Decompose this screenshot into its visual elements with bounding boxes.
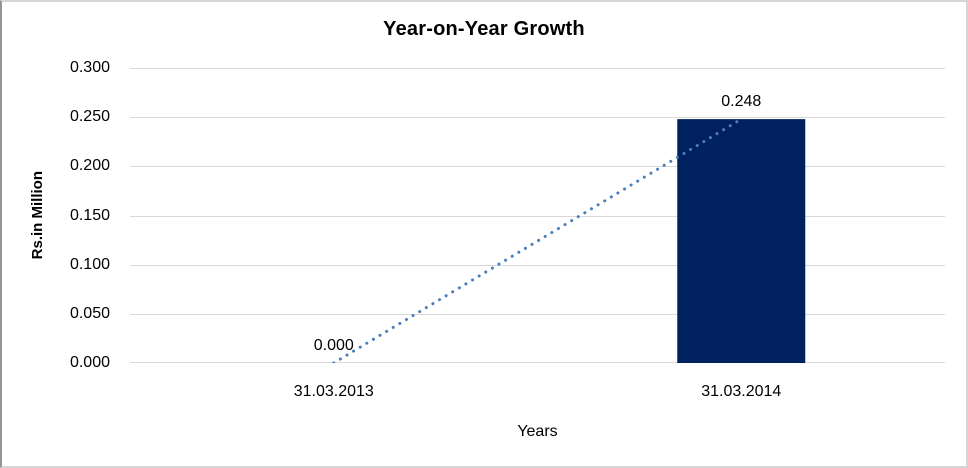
y-tick-label: 0.050 (69, 304, 110, 322)
y-tick-label: 0.150 (69, 206, 110, 224)
y-tick-label: 0.300 (69, 59, 110, 76)
trendline-dotted (332, 117, 743, 363)
plot-canvas (130, 68, 945, 363)
chart-title: Year-on-Year Growth (383, 18, 585, 40)
y-tick-label: 0.200 (69, 157, 110, 175)
bar-31.03.2014 (677, 119, 806, 363)
y-tick-label: 0.000 (69, 354, 110, 371)
category-label: 31.03.2013 (293, 383, 374, 400)
data-label: 0.248 (721, 93, 762, 111)
y-tick-label: 0.100 (69, 255, 110, 273)
y-tick-label: 0.250 (69, 108, 110, 126)
x-axis-title: Years (517, 423, 558, 440)
category-label: 31.03.2014 (701, 383, 782, 400)
plot-area (130, 68, 945, 363)
data-label: 0.000 (313, 337, 354, 354)
